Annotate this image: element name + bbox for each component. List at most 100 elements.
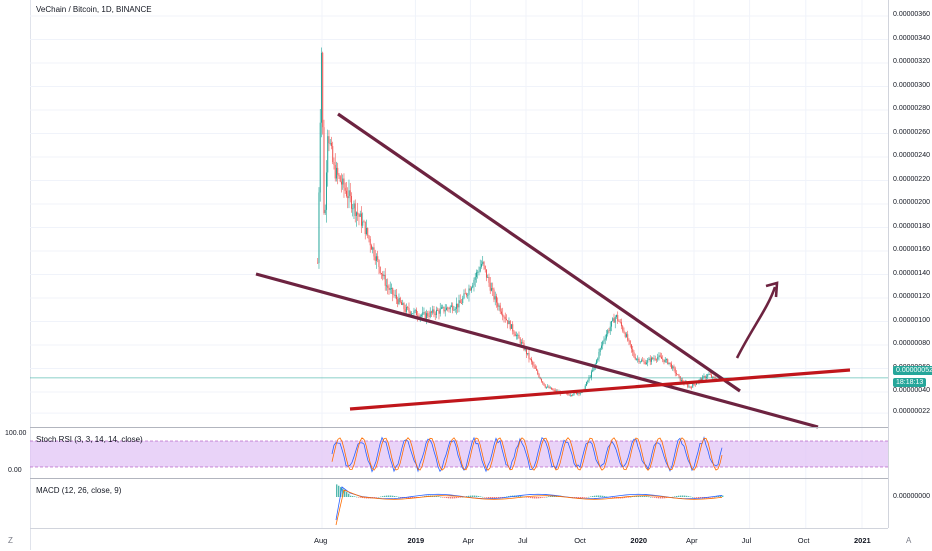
macd-histogram-bar — [410, 497, 412, 499]
candle-body — [444, 310, 446, 312]
candle-body — [707, 374, 709, 377]
candle-body — [322, 52, 324, 128]
macd-histogram-bar — [380, 496, 382, 498]
macd-histogram-bar — [628, 497, 630, 498]
macd-histogram-bar — [502, 497, 504, 498]
macd-histogram-bar — [714, 496, 716, 498]
candle-body — [442, 306, 444, 308]
candle-body — [672, 366, 674, 369]
candle-body — [438, 310, 440, 314]
candle-body — [674, 368, 676, 374]
price-tick-label: 0.00000040 — [893, 387, 930, 394]
candle-body — [533, 364, 535, 367]
candle-body — [535, 368, 537, 371]
macd-histogram-bar — [712, 497, 714, 498]
candle-body — [417, 315, 419, 317]
macd-histogram-bar — [672, 496, 674, 498]
macd-histogram-bar — [656, 497, 658, 499]
upper-wedge-trendline — [337, 112, 741, 393]
candle-body — [383, 274, 385, 277]
candle-body — [327, 136, 329, 173]
candle-body — [607, 330, 609, 335]
stoch-d-line — [331, 437, 723, 471]
candle-body — [579, 392, 581, 394]
macd-histogram-bar — [478, 496, 480, 497]
candle-body — [334, 165, 336, 179]
auto-button[interactable]: A — [906, 536, 912, 545]
candle-body — [699, 378, 701, 381]
candle-body — [619, 321, 621, 323]
macd-histogram-bar — [646, 496, 648, 497]
price-axis[interactable]: 0.00000360 0.00000340 0.00000320 0.00000300… — [888, 0, 932, 528]
auto-scale-toggle[interactable]: Z — [8, 536, 13, 545]
macd-histogram-bar — [338, 485, 340, 497]
candle-body — [398, 297, 400, 305]
candle-body — [463, 293, 465, 299]
candle-body — [358, 214, 360, 217]
candle-body — [488, 276, 490, 283]
price-tick-label: 0.00000180 — [893, 222, 930, 230]
macd-title[interactable]: MACD (12, 26, close, 9) — [36, 486, 122, 495]
candle-body — [390, 287, 392, 289]
macd-histogram-bar — [692, 496, 694, 498]
symbol-title[interactable]: VeChain / Bitcoin, 1D, BINANCE — [36, 5, 152, 14]
macd-histogram-bar — [496, 497, 498, 499]
macd-histogram-bar — [510, 495, 512, 497]
candle-body — [652, 357, 654, 359]
candle-body — [504, 316, 506, 320]
candle-body — [675, 373, 677, 375]
candle-body — [467, 294, 469, 296]
candle-body — [382, 274, 384, 277]
candle-body — [370, 245, 372, 250]
macd-histogram-bar — [606, 496, 608, 498]
candle-body — [460, 303, 462, 304]
candle-body — [662, 358, 664, 360]
macd-histogram-bar — [642, 495, 644, 497]
candle-body — [602, 341, 604, 346]
candle-body — [362, 221, 364, 226]
candle-body — [365, 227, 367, 235]
candle-body — [517, 334, 519, 336]
candle-body — [342, 178, 344, 185]
macd-histogram-bar — [366, 497, 368, 499]
stoch-k-line — [331, 436, 723, 473]
candle-body — [392, 287, 394, 295]
macd-histogram-bar — [456, 497, 458, 499]
stoch-pane-separator[interactable] — [30, 427, 888, 428]
candle-body — [505, 319, 507, 321]
macd-histogram-bar — [396, 496, 398, 497]
candle-body — [473, 279, 475, 286]
time-axis[interactable]: Aug 2019 Apr Jul Oct 2020 Apr Jul Oct 2021 — [30, 528, 888, 551]
candle-body — [572, 394, 574, 396]
macd-histogram-bar — [506, 496, 508, 498]
candle-body — [673, 366, 675, 369]
macd-pane-separator[interactable] — [30, 478, 888, 479]
candle-body — [498, 305, 500, 307]
candle-body — [688, 386, 690, 388]
candle-body — [704, 376, 706, 378]
stoch-rsi-title[interactable]: Stoch RSI (3, 3, 14, 14, close) — [36, 435, 143, 444]
macd-histogram-bar — [674, 496, 676, 497]
candle-body — [653, 358, 655, 360]
candle-body — [388, 287, 390, 290]
macd-histogram-bar — [490, 497, 492, 499]
candle-body — [339, 176, 341, 182]
macd-histogram-bar — [392, 495, 394, 497]
candle-body — [590, 371, 592, 378]
candle-body — [547, 386, 549, 388]
candle-body — [324, 209, 326, 214]
candle-body — [420, 314, 422, 316]
macd-histogram-bar — [538, 497, 540, 499]
macd-histogram-bar — [436, 496, 438, 497]
candle-body — [479, 266, 481, 272]
macd-histogram-bar — [614, 497, 616, 499]
macd-histogram-bar — [494, 497, 496, 499]
macd-histogram-bar — [650, 496, 652, 498]
candle-body — [637, 358, 639, 360]
candle-body — [484, 265, 486, 270]
candle-body — [518, 334, 520, 339]
candle-body — [453, 309, 455, 311]
candle-body — [584, 385, 586, 390]
